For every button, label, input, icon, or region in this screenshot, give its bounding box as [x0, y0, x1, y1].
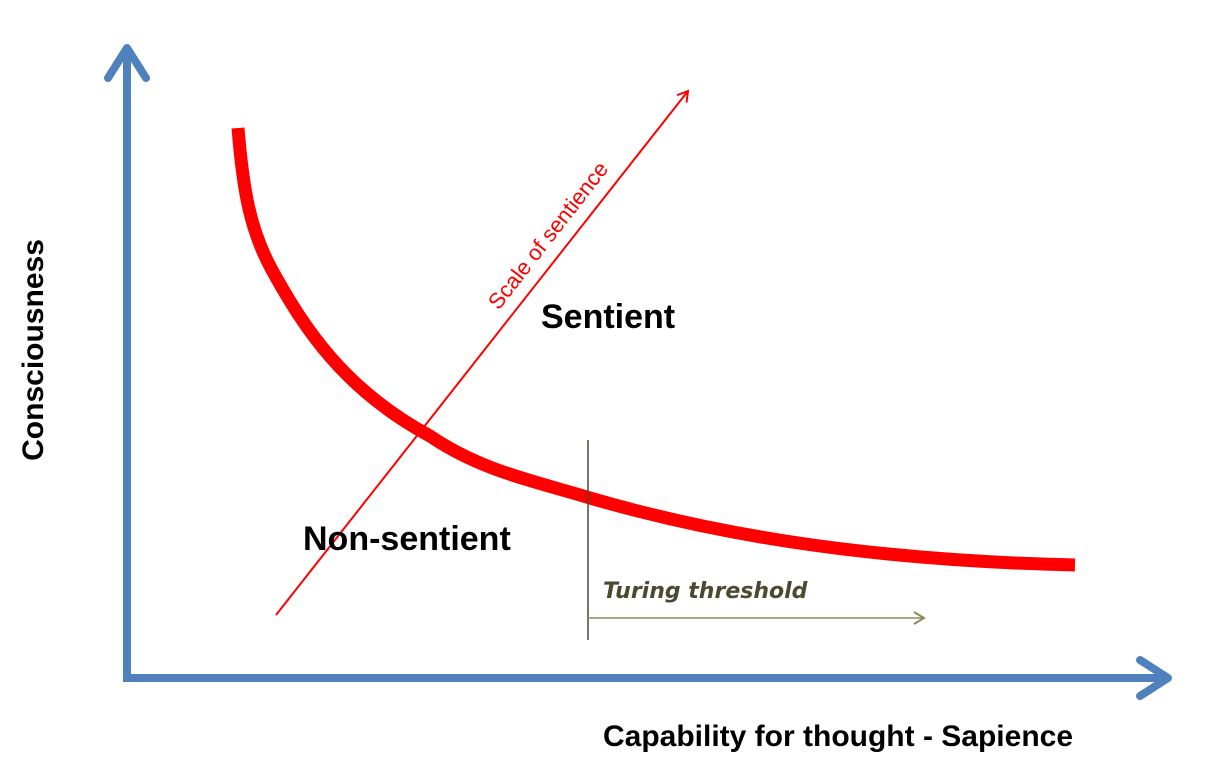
- scale-of-sentience-label: Scale of sentience: [483, 157, 613, 314]
- y-axis-arrowhead: [104, 44, 150, 82]
- turing-threshold-label: Turing threshold: [603, 579, 808, 604]
- scale-of-sentience-arrow: [275, 89, 690, 616]
- x-axis-arrowhead: [1136, 656, 1172, 700]
- non-sentient-label: Non-sentient: [303, 520, 511, 558]
- y-axis-label: Consciousness: [17, 239, 50, 461]
- sentience-boundary-curve: [231, 127, 1076, 572]
- x-axis-label: Capability for thought - Sapience: [603, 720, 1073, 753]
- x-axis: [123, 656, 1172, 700]
- sentient-label: Sentient: [541, 298, 675, 336]
- y-axis: [104, 44, 150, 680]
